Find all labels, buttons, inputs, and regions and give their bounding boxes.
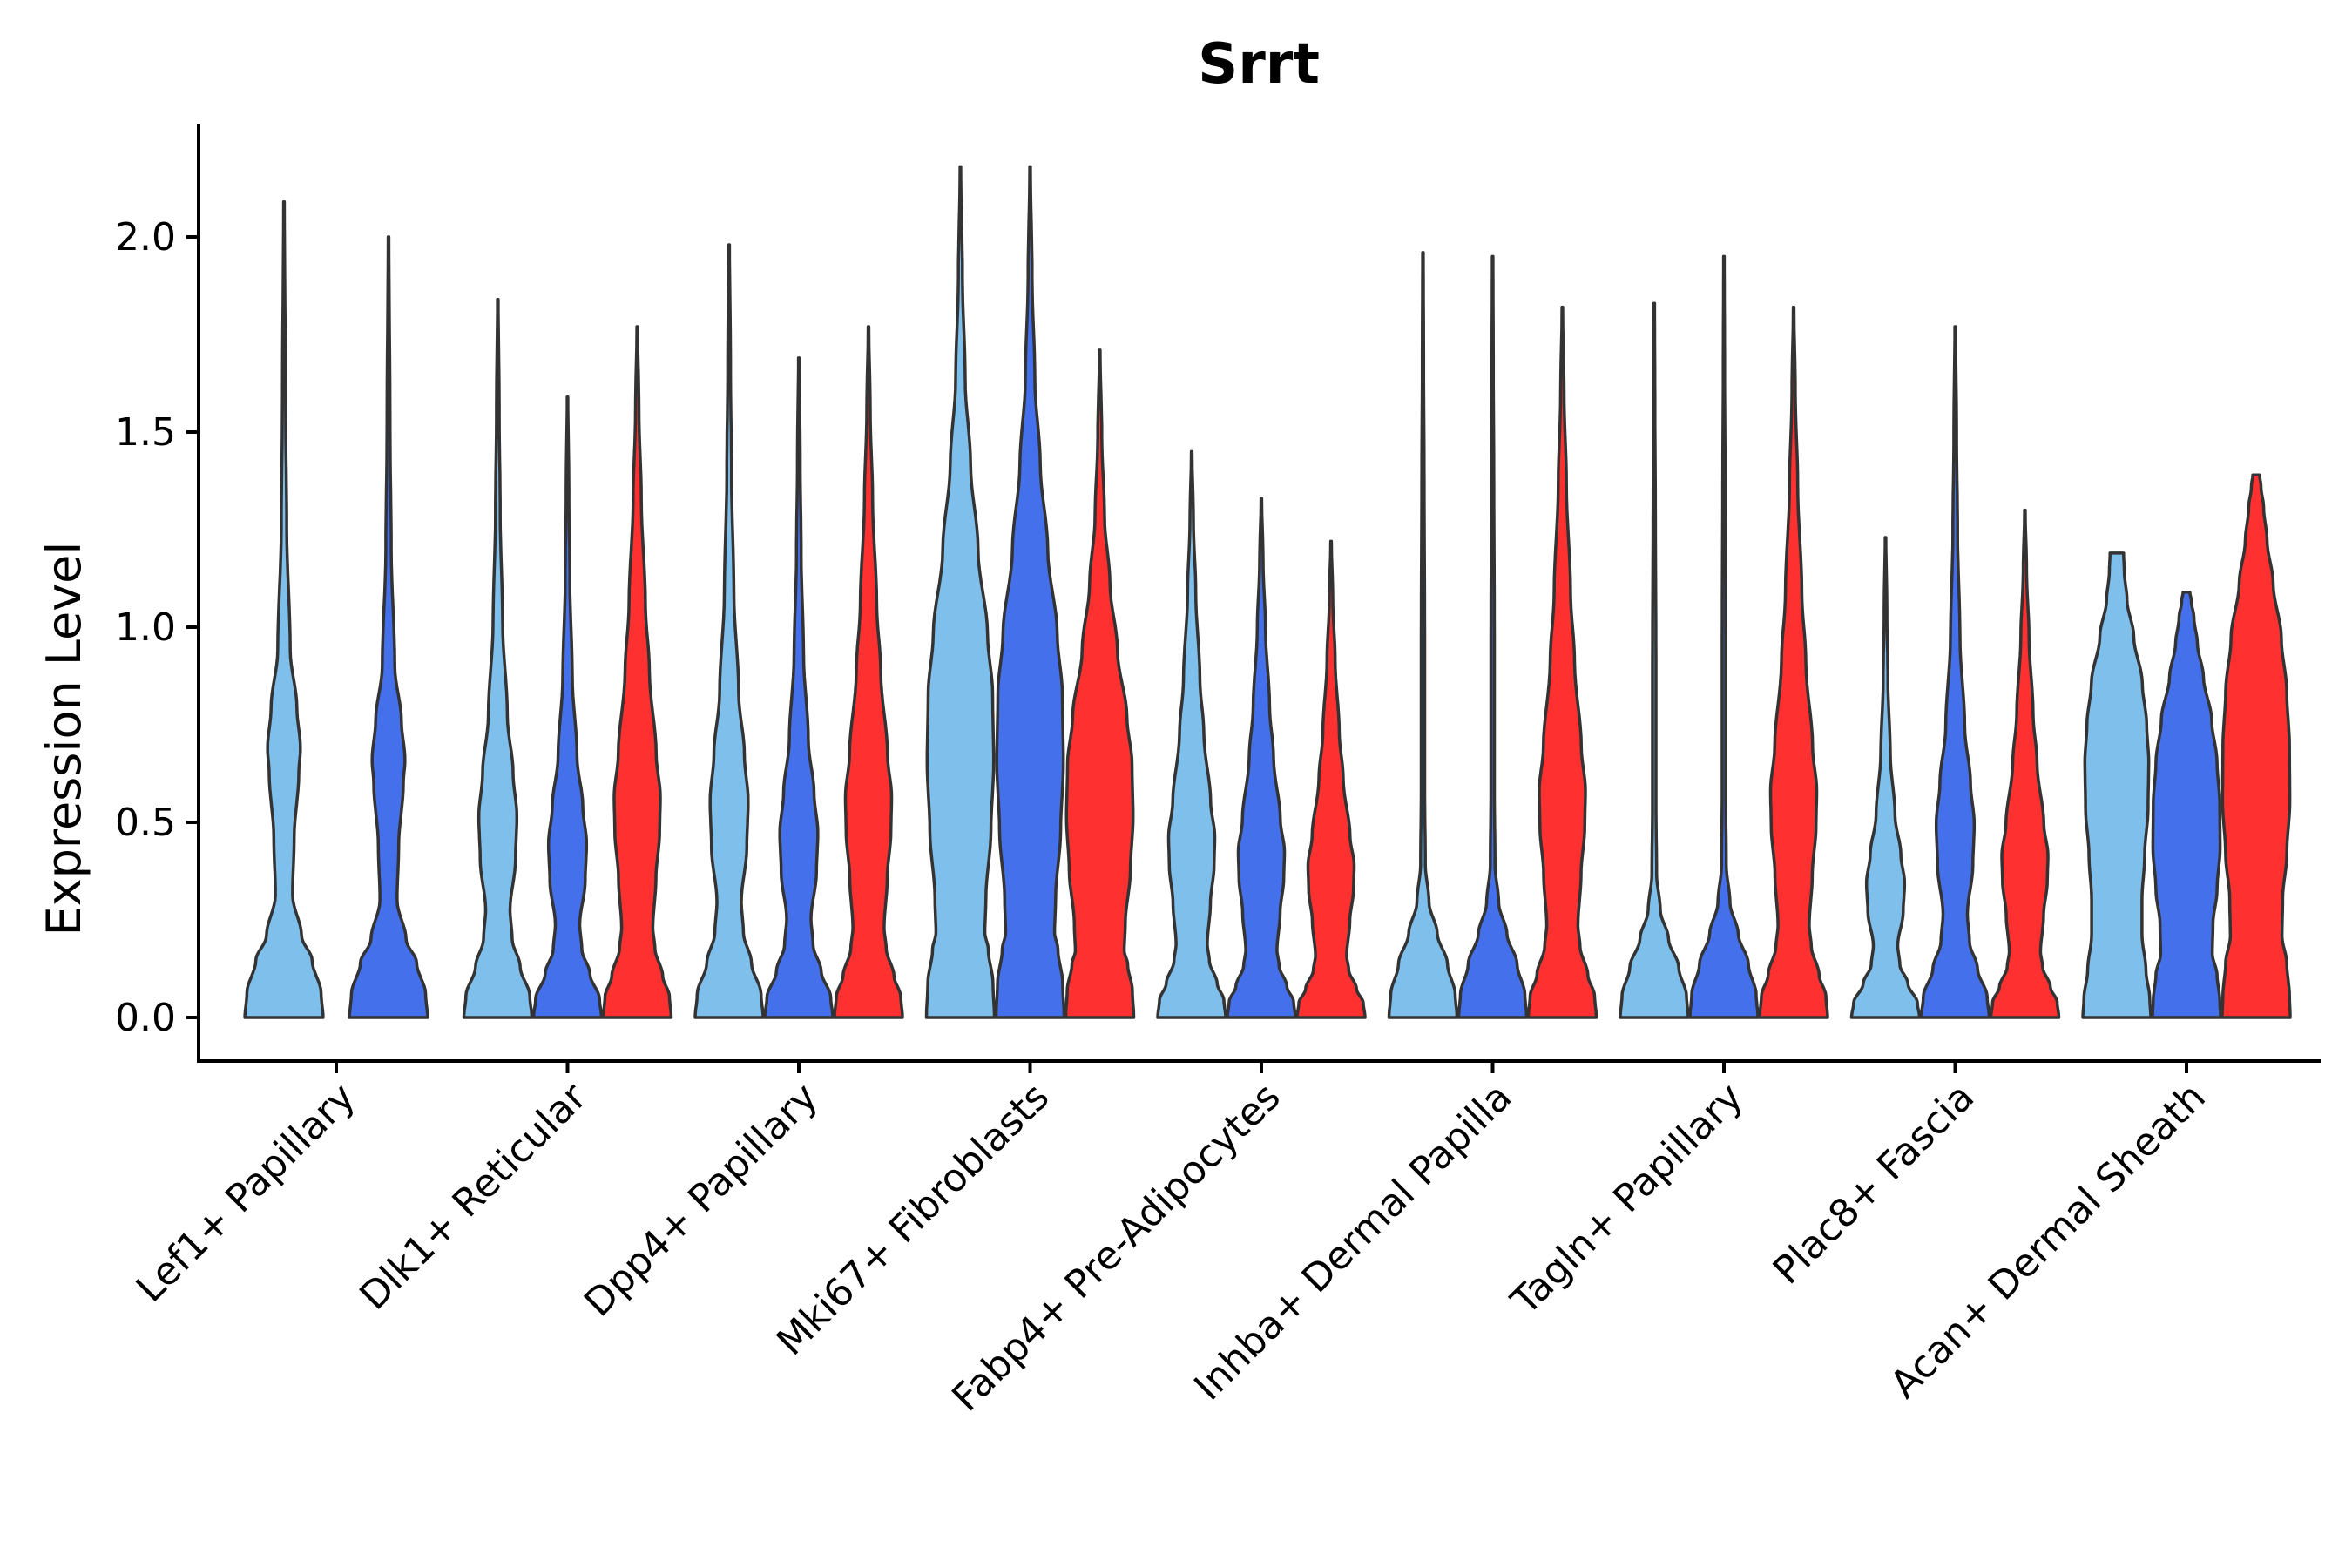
x-category-label: Dpp4+ Papillary [576, 1075, 827, 1326]
violin-8-condition-2 [1919, 325, 1991, 1019]
y-tick-label: 1.5 [115, 410, 176, 455]
violin-2-condition-1 [462, 297, 534, 1019]
violin-4-condition-3 [1064, 348, 1136, 1019]
violin-3-condition-1 [693, 243, 765, 1019]
violin-7-condition-3 [1758, 305, 1829, 1019]
violin-7-condition-2 [1688, 254, 1760, 1019]
violin-8-condition-3 [1989, 508, 2061, 1019]
violin-1-condition-2 [348, 235, 429, 1019]
y-tick-group: 0.0 0.5 1.0 1.5 2.0 [115, 215, 199, 1040]
x-category-label: Lef1+ Papillary [128, 1075, 364, 1311]
violin-5-condition-3 [1295, 539, 1367, 1019]
x-category-label: Plac8+ Fascia [1765, 1075, 1984, 1294]
y-tick-label: 0.5 [115, 801, 176, 845]
violin-9-condition-1 [2081, 551, 2153, 1019]
chart-title: Srrt [1198, 32, 1320, 97]
y-tick-label: 2.0 [115, 215, 176, 260]
violin-6-condition-3 [1526, 305, 1598, 1019]
violin-1-condition-1 [243, 199, 325, 1019]
violin-2-condition-3 [601, 325, 673, 1019]
violin-4-condition-2 [994, 165, 1066, 1019]
violin-9-condition-2 [2151, 590, 2222, 1019]
violin-5-condition-1 [1156, 449, 1227, 1019]
x-category-label: Dlk1+ Reticular [351, 1074, 596, 1319]
x-category-label: Tagln+ Papillary [1503, 1075, 1752, 1324]
y-axis-label: Expression Level [37, 542, 91, 936]
violin-2-condition-2 [531, 395, 604, 1019]
violin-9-condition-3 [2220, 473, 2292, 1019]
violin-8-condition-1 [1849, 536, 1922, 1019]
violin-group [243, 165, 2292, 1019]
y-tick-label: 0.0 [115, 996, 176, 1040]
violin-4-condition-1 [924, 165, 997, 1019]
violin-3-condition-2 [763, 356, 835, 1019]
violin-6-condition-1 [1387, 251, 1459, 1019]
violin-3-condition-3 [833, 325, 904, 1019]
violin-7-condition-1 [1619, 301, 1690, 1019]
violin-6-condition-2 [1456, 254, 1529, 1019]
y-tick-label: 1.0 [115, 605, 176, 650]
violin-5-condition-2 [1226, 497, 1297, 1019]
